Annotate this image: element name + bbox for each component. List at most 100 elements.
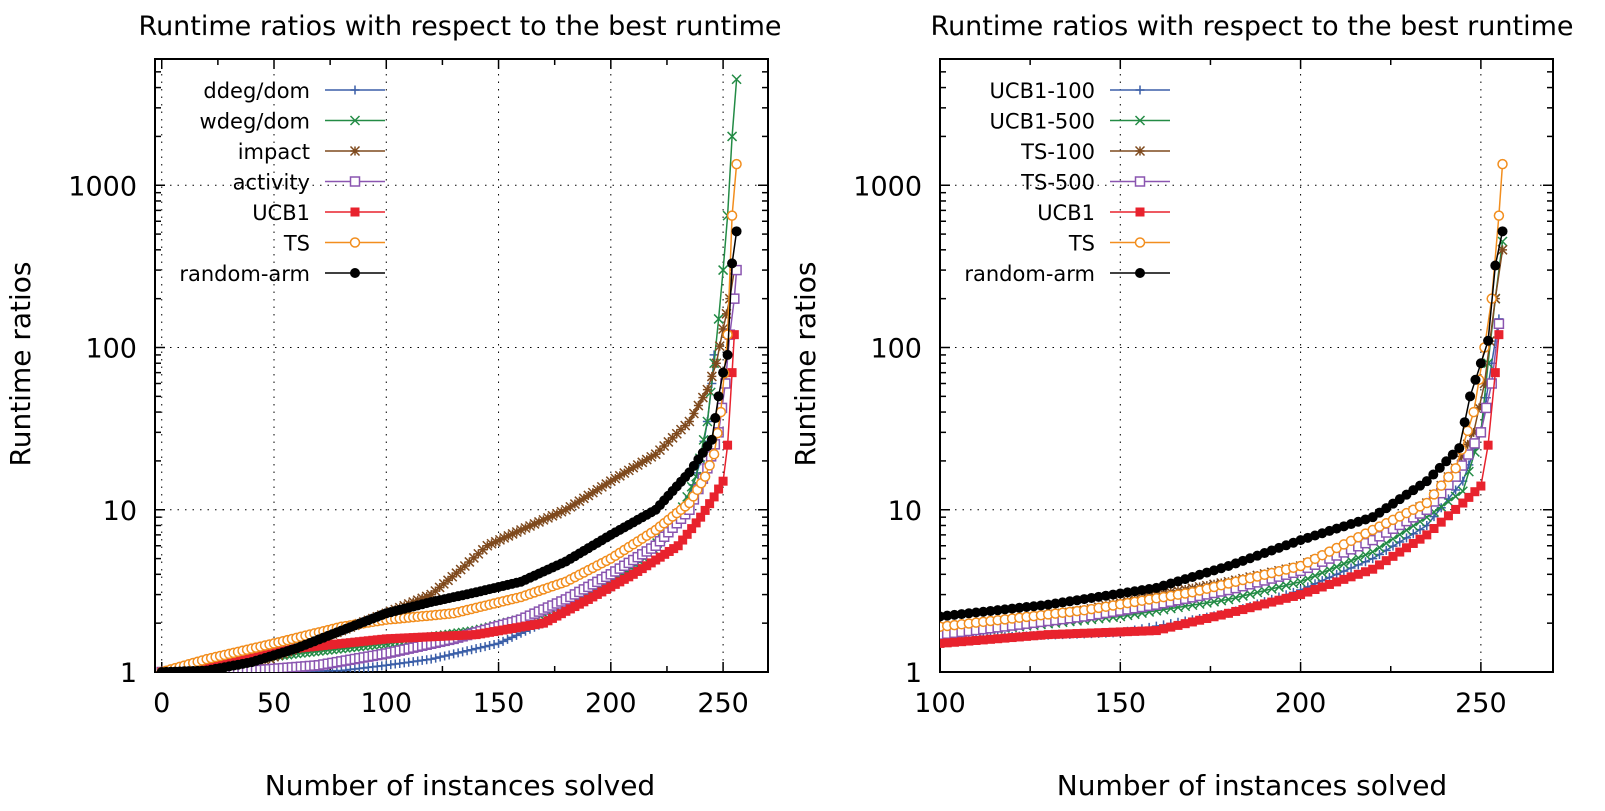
data-point	[507, 528, 518, 539]
data-point	[440, 651, 450, 661]
data-point	[1086, 628, 1096, 638]
legend-label: ddeg/dom	[203, 79, 310, 103]
legend-entry: UCB1	[252, 201, 385, 225]
data-point	[1338, 558, 1349, 569]
data-point	[1497, 158, 1508, 170]
series-line	[161, 334, 736, 672]
data-point	[503, 530, 514, 541]
legend-label: TS-500	[1020, 171, 1095, 195]
data-point	[731, 158, 742, 170]
data-point	[711, 358, 722, 369]
data-point	[1151, 626, 1161, 636]
legend-label: random-arm	[964, 262, 1095, 286]
data-point	[1497, 226, 1508, 237]
data-point	[727, 368, 737, 378]
data-point	[1252, 601, 1262, 611]
data-point	[682, 529, 692, 539]
data-point	[507, 632, 517, 642]
data-point	[1459, 417, 1470, 428]
data-point	[1267, 597, 1277, 607]
data-point	[1014, 602, 1025, 613]
data-point	[985, 605, 996, 616]
data-point	[978, 606, 989, 617]
data-point	[1447, 449, 1458, 460]
chart-title: Runtime ratios with respect to the best …	[139, 11, 782, 42]
data-point	[646, 451, 657, 462]
data-point	[1187, 617, 1197, 627]
data-point	[729, 330, 739, 340]
legend-entry: UCB1-100	[990, 79, 1170, 103]
data-point	[978, 635, 988, 645]
x-tick-label: 150	[1095, 688, 1147, 719]
data-point	[678, 535, 688, 545]
data-point	[718, 265, 729, 276]
data-point	[956, 609, 967, 620]
data-point	[702, 384, 713, 395]
data-point	[628, 462, 639, 473]
data-point	[596, 481, 607, 492]
x-axis-label: Number of instances solved	[265, 769, 655, 802]
data-point	[467, 645, 477, 655]
data-point	[565, 501, 576, 512]
data-point	[601, 479, 612, 490]
data-point	[453, 648, 463, 658]
data-point	[426, 654, 436, 664]
legend-label: impact	[238, 140, 310, 164]
data-point	[1476, 481, 1486, 491]
series-line	[161, 231, 738, 672]
data-point	[985, 634, 995, 644]
data-point	[693, 400, 704, 411]
data-point	[1468, 427, 1479, 438]
data-point	[684, 416, 695, 427]
data-point	[547, 510, 558, 521]
data-point	[1443, 471, 1454, 483]
data-point	[963, 608, 974, 619]
plot-area	[940, 158, 1508, 648]
data-point	[1360, 549, 1371, 560]
data-point	[1464, 492, 1474, 502]
data-point	[706, 434, 717, 445]
data-point	[1443, 511, 1453, 521]
legend-marker	[1134, 176, 1146, 187]
data-point	[942, 638, 952, 648]
legend-entry: TS	[1068, 232, 1170, 256]
data-point	[957, 637, 967, 647]
data-point	[1072, 629, 1082, 639]
data-point	[696, 512, 706, 522]
data-point	[940, 638, 945, 648]
legend-marker	[1135, 268, 1145, 278]
data-point	[632, 459, 643, 471]
legend-entry: UCB1	[1037, 201, 1170, 225]
data-point	[1144, 626, 1154, 636]
data-point	[1295, 576, 1306, 587]
data-point	[1462, 425, 1473, 437]
series-line	[161, 79, 738, 672]
data-point	[704, 460, 715, 471]
data-point	[999, 604, 1010, 615]
x-tick-label: 250	[697, 688, 749, 719]
legend-marker	[350, 85, 360, 95]
data-point	[490, 536, 501, 547]
data-point	[1497, 244, 1508, 255]
data-point	[697, 392, 708, 403]
data-point	[1238, 605, 1248, 615]
legend-label: activity	[233, 171, 310, 195]
data-point	[971, 607, 982, 618]
x-tick-label: 200	[585, 688, 637, 719]
data-point	[1415, 534, 1425, 544]
legend-entry: activity	[233, 171, 385, 195]
data-point	[1493, 318, 1505, 330]
data-point	[710, 413, 721, 424]
data-point	[1195, 615, 1205, 625]
data-point	[700, 505, 710, 515]
data-point	[1429, 524, 1439, 534]
data-point	[1303, 587, 1313, 597]
legend-marker	[1135, 85, 1145, 95]
data-point	[1245, 603, 1255, 613]
data-point	[482, 540, 493, 551]
data-point	[623, 465, 634, 476]
series-line	[161, 354, 715, 672]
data-point	[722, 349, 733, 360]
data-point	[992, 605, 1003, 616]
data-point	[511, 526, 522, 538]
